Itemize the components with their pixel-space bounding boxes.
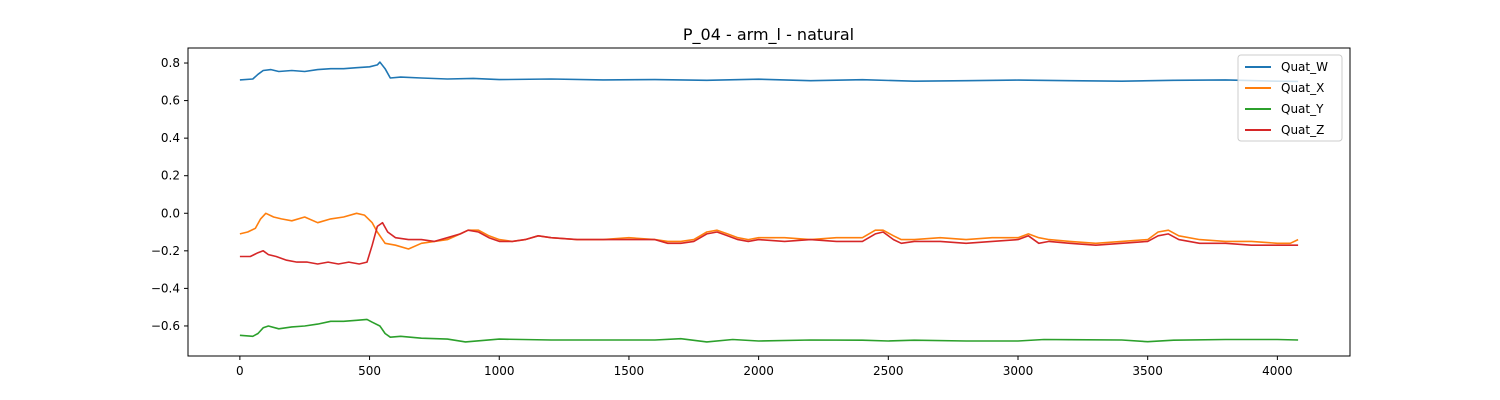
y-tick-label: 0.6 — [161, 94, 180, 108]
y-tick-label: 0.8 — [161, 56, 180, 70]
plot-area — [187, 47, 1351, 357]
y-tick-label: 0.0 — [161, 206, 180, 220]
x-tick-label: 1500 — [614, 364, 645, 378]
plot-frame — [187, 47, 1351, 357]
legend-label-quat-x: Quat_X — [1281, 81, 1324, 95]
y-tick-label: −0.4 — [151, 281, 180, 295]
x-axis: 0 500 1000 1500 2000 2500 3000 3500 4000 — [236, 356, 1293, 378]
x-tick-label: 0 — [236, 364, 244, 378]
x-tick-label: 2500 — [873, 364, 904, 378]
legend-label-quat-w: Quat_W — [1281, 60, 1328, 74]
x-tick-label: 2000 — [743, 364, 774, 378]
legend-label-quat-z: Quat_Z — [1281, 123, 1324, 137]
x-tick-label: 4000 — [1262, 364, 1293, 378]
x-tick-label: 3500 — [1132, 364, 1163, 378]
y-tick-label: 0.2 — [161, 169, 180, 183]
series-line-quat-z — [239, 221, 1299, 265]
series-line-quat-y — [239, 318, 1299, 343]
series-group — [239, 61, 1299, 343]
y-axis: −0.6 −0.4 −0.2 0.0 0.2 0.4 0.6 0.8 — [151, 56, 188, 333]
y-tick-label: −0.6 — [151, 319, 180, 333]
series-line-quat-x — [239, 212, 1299, 250]
chart-title: P_04 - arm_l - natural — [683, 25, 854, 45]
y-tick-label: −0.2 — [151, 244, 180, 258]
series-line-quat-w — [239, 61, 1299, 83]
legend-box — [1237, 54, 1343, 142]
legend: Quat_W Quat_X Quat_Y Quat_Z — [1237, 54, 1343, 142]
legend-label-quat-y: Quat_Y — [1281, 102, 1324, 116]
x-tick-label: 3000 — [1003, 364, 1034, 378]
y-tick-label: 0.4 — [161, 131, 180, 145]
x-tick-label: 500 — [358, 364, 381, 378]
x-tick-label: 1000 — [484, 364, 515, 378]
